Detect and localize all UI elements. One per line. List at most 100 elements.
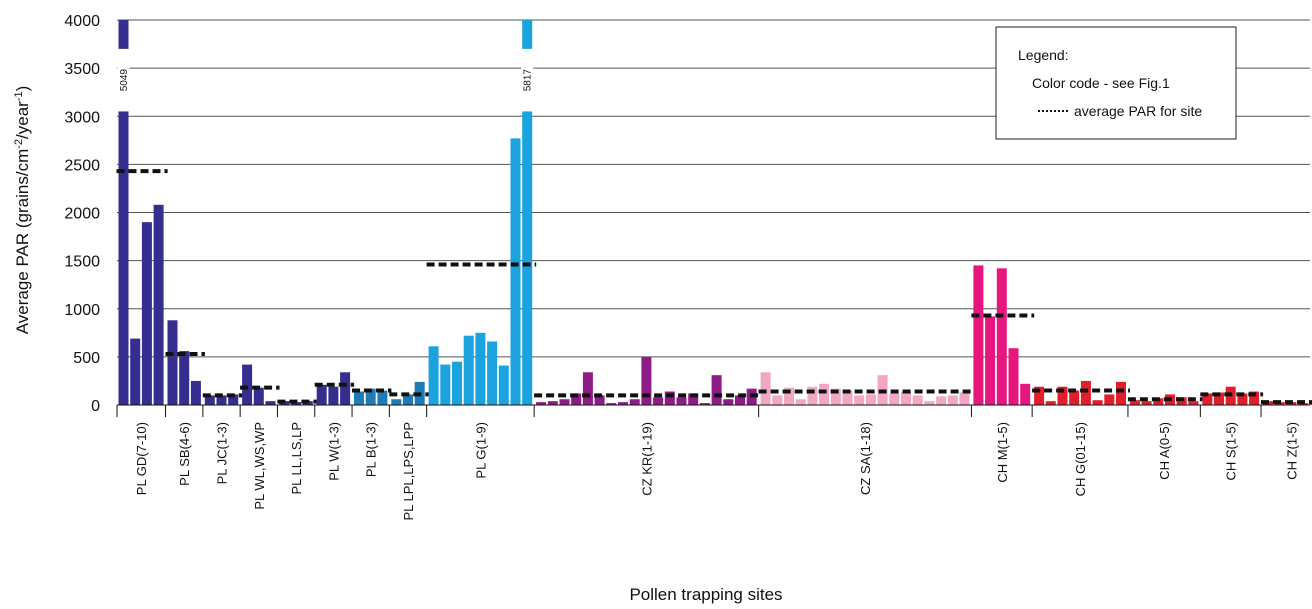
- bar: [130, 338, 141, 405]
- bar: [1237, 393, 1248, 405]
- bar-break-gap: [521, 48, 534, 112]
- bar: [760, 372, 771, 405]
- bar: [510, 138, 521, 405]
- x-group-label: PL G(1-9): [473, 422, 488, 479]
- bar: [688, 393, 699, 405]
- x-group-label: PL SB(4-6): [177, 422, 192, 486]
- bar: [819, 383, 830, 405]
- bar: [1045, 401, 1056, 405]
- bar: [959, 392, 970, 405]
- bar: [653, 397, 664, 405]
- average-lines: [116, 169, 1312, 405]
- x-group-label: PL GD(7-10): [134, 422, 149, 495]
- bar: [403, 394, 413, 405]
- bar: [924, 401, 935, 405]
- bar: [1080, 380, 1091, 405]
- bar: [204, 395, 215, 406]
- bar: [536, 402, 547, 405]
- bar: [1020, 383, 1031, 405]
- bar: [316, 384, 327, 405]
- bar: [440, 364, 451, 405]
- x-group-label: PL B(1-3): [364, 422, 379, 477]
- bar: [1141, 401, 1152, 405]
- bar: [735, 395, 745, 406]
- x-group-label: CH A(0-5): [1157, 422, 1172, 480]
- bar: [463, 335, 474, 405]
- bars: 5049 5817: [117, 20, 1312, 406]
- y-tick-label: 2000: [64, 206, 100, 223]
- bar: [1116, 381, 1126, 405]
- bar: [354, 391, 364, 405]
- bar: [842, 390, 853, 405]
- bar: [1249, 391, 1260, 405]
- bar: [328, 386, 339, 405]
- legend-average-label: average PAR for site: [1074, 103, 1202, 119]
- bar: [996, 268, 1007, 405]
- y-tick-label: 0: [91, 398, 100, 415]
- bar: [1057, 386, 1068, 405]
- bar: [618, 402, 628, 405]
- x-axis: [116, 404, 1310, 417]
- bar: [901, 391, 911, 405]
- x-group-label: CH Z(1-5): [1284, 422, 1299, 480]
- bar: [559, 399, 570, 405]
- bar: [865, 394, 876, 405]
- bar: [340, 372, 351, 405]
- bar: [475, 332, 486, 405]
- y-tick-label: 500: [73, 350, 100, 367]
- bar: [153, 204, 164, 405]
- bar: [936, 396, 947, 405]
- bar: [1153, 398, 1164, 405]
- bar: [365, 388, 376, 405]
- x-group-label: CZ SA(1-18): [858, 422, 873, 495]
- y-axis-label: Average PAR (grains/cm-2/year-1): [13, 86, 32, 335]
- y-tick-label: 3500: [64, 61, 100, 78]
- x-group-label: PL WL,WS,WP: [252, 422, 267, 510]
- y-tick-label: 2500: [64, 157, 100, 174]
- y-tick-labels: 0 500 1000 1500 2000 2500 3000 3500 4000: [64, 13, 100, 415]
- bar: [253, 387, 264, 405]
- x-group-label: CH S(1-5): [1224, 422, 1239, 481]
- bar: [784, 387, 794, 405]
- bar: [1092, 400, 1103, 405]
- bar: [428, 346, 439, 405]
- bar: [641, 356, 652, 406]
- legend-box: [995, 26, 1237, 140]
- bar: [664, 391, 675, 405]
- bar: [1188, 401, 1199, 405]
- bar: [629, 399, 640, 405]
- bar: [265, 401, 276, 405]
- broken-bar-value-label: 5049: [119, 69, 130, 92]
- bar: [190, 380, 201, 405]
- bar: [179, 351, 190, 405]
- bar: [487, 341, 498, 405]
- x-axis-label: Pollen trapping sites: [629, 585, 782, 604]
- bar: [391, 399, 402, 405]
- gridlines: [117, 19, 1310, 358]
- bar: [606, 403, 617, 405]
- bar: [947, 395, 958, 406]
- bar: [1034, 386, 1045, 405]
- bar: [1214, 392, 1224, 405]
- bar: [973, 265, 984, 405]
- bar: [216, 395, 227, 406]
- bar: [807, 386, 818, 405]
- bar: [141, 222, 152, 406]
- bar: [711, 375, 722, 405]
- x-group-label: CZ KR(1-19): [639, 422, 654, 496]
- bar: [772, 395, 783, 406]
- bar: [1104, 394, 1115, 405]
- bar: [723, 399, 734, 405]
- x-group-label: PL JC(1-3): [215, 422, 230, 484]
- bar: [795, 399, 806, 405]
- bar: [522, 20, 533, 405]
- bar: [118, 20, 129, 405]
- bar: [594, 395, 605, 406]
- x-group-label: CH M(1-5): [995, 422, 1010, 483]
- bar: [1129, 400, 1140, 405]
- x-group-label: CH G(01-15): [1073, 422, 1088, 496]
- bar: [167, 320, 178, 405]
- bar: [582, 372, 593, 405]
- bar: [699, 403, 710, 405]
